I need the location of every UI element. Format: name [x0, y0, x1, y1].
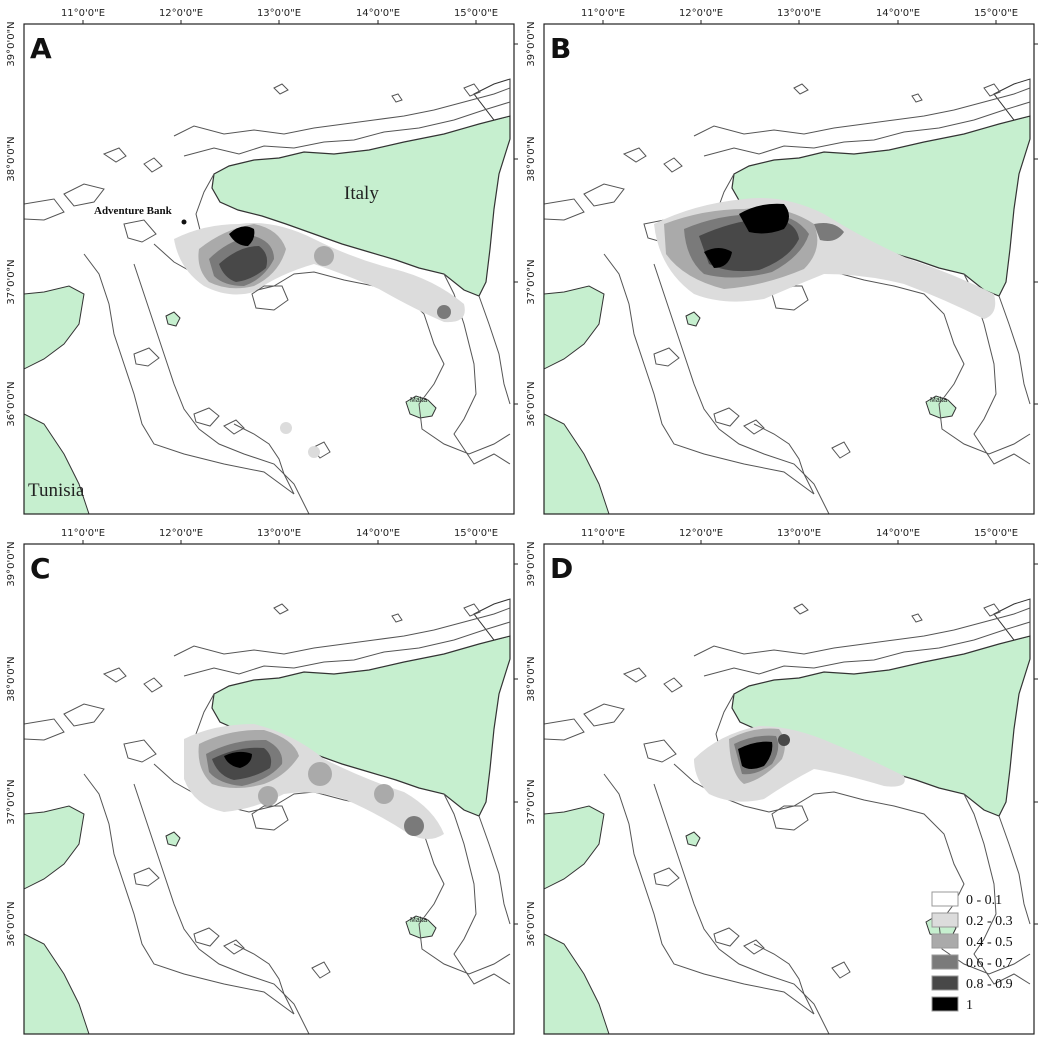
lat-tick-label: 37°0'0"N [6, 779, 17, 824]
lat-tick-label: 39°0'0"N [6, 541, 17, 586]
lon-tick-label: 11°0'0"E [61, 8, 105, 19]
label-adventure-bank: Adventure Bank [94, 205, 173, 217]
label-malta-b: Malta [930, 397, 947, 404]
lat-tick-label: 39°0'0"N [526, 541, 537, 586]
legend-swatch [931, 891, 959, 907]
lon-tick-label: 13°0'0"E [257, 528, 301, 539]
lon-tick-label: 14°0'0"E [876, 8, 920, 19]
lon-tick-label: 12°0'0"E [679, 528, 723, 539]
lon-tick-label: 15°0'0"E [974, 8, 1018, 19]
lon-tick-label: 14°0'0"E [356, 528, 400, 539]
panel-c: C Malta [23, 543, 515, 1035]
legend-label: 0 - 0.1 [966, 893, 1002, 908]
lon-tick-label: 11°0'0"E [581, 8, 625, 19]
label-italy: Italy [344, 183, 379, 204]
lon-tick-label: 11°0'0"E [61, 528, 105, 539]
lon-tick-label: 11°0'0"E [581, 528, 625, 539]
lon-tick-label: 13°0'0"E [777, 8, 821, 19]
panel-a: A Italy Tunisia Adventure Bank Malta [23, 23, 515, 515]
lon-tick-label: 12°0'0"E [159, 8, 203, 19]
lon-tick-label: 13°0'0"E [257, 8, 301, 19]
lat-tick-label: 36°0'0"N [526, 901, 537, 946]
lat-tick-label: 36°0'0"N [6, 901, 17, 946]
legend-label: 1 [966, 998, 973, 1013]
legend-label: 0.4 - 0.5 [966, 935, 1013, 950]
label-malta-c: Malta [410, 917, 427, 924]
legend-label: 0.6 - 0.7 [966, 956, 1013, 971]
legend-swatch [931, 912, 959, 928]
lat-tick-label: 37°0'0"N [526, 259, 537, 304]
lat-tick-label: 38°0'0"N [526, 656, 537, 701]
legend-label: 0.2 - 0.3 [966, 914, 1013, 929]
panel-letter-a: A [30, 32, 52, 65]
panel-letter-b: B [550, 32, 571, 65]
lat-tick-label: 39°0'0"N [526, 21, 537, 66]
legend-label: 0.8 - 0.9 [966, 977, 1013, 992]
lat-tick-label: 38°0'0"N [6, 656, 17, 701]
lat-tick-label: 36°0'0"N [526, 381, 537, 426]
lon-tick-label: 12°0'0"E [159, 528, 203, 539]
panel-d: D 0 - 0.1 0.2 - 0.3 0.4 - 0.5 0.6 - 0.7 0.8 … [543, 543, 1035, 1035]
adventure-bank-marker [181, 219, 187, 225]
probability-layer-b [654, 198, 996, 319]
lon-tick-label: 14°0'0"E [876, 528, 920, 539]
panel-letter-d: D [550, 552, 573, 585]
label-malta-a: Malta [410, 397, 427, 404]
panel-b: B Malta [543, 23, 1035, 515]
lat-tick-label: 39°0'0"N [6, 21, 17, 66]
lon-tick-label: 13°0'0"E [777, 528, 821, 539]
lat-tick-label: 38°0'0"N [6, 136, 17, 181]
legend-swatch [931, 975, 959, 991]
lat-tick-label: 36°0'0"N [6, 381, 17, 426]
panel-letter-c: C [30, 552, 51, 585]
probability-layer-c [184, 724, 444, 839]
lat-tick-label: 38°0'0"N [526, 136, 537, 181]
lon-tick-label: 14°0'0"E [356, 8, 400, 19]
axis-ticks: 11°0'0"E 12°0'0"E 13°0'0"E 14°0'0"E 15°0'0"E… [6, 8, 1038, 947]
label-tunisia: Tunisia [28, 480, 85, 501]
lon-tick-label: 15°0'0"E [454, 8, 498, 19]
legend-swatch [931, 954, 959, 970]
legend-swatch [931, 933, 959, 949]
lat-tick-label: 37°0'0"N [6, 259, 17, 304]
lon-tick-label: 15°0'0"E [454, 528, 498, 539]
probability-layer-a [174, 223, 465, 458]
legend: 0 - 0.1 0.2 - 0.3 0.4 - 0.5 0.6 - 0.7 0.8 - … [931, 891, 1013, 1013]
probability-layer-d [694, 726, 905, 802]
lon-tick-label: 12°0'0"E [679, 8, 723, 19]
lon-tick-label: 15°0'0"E [974, 528, 1018, 539]
legend-swatch [931, 996, 959, 1012]
lat-tick-label: 37°0'0"N [526, 779, 537, 824]
